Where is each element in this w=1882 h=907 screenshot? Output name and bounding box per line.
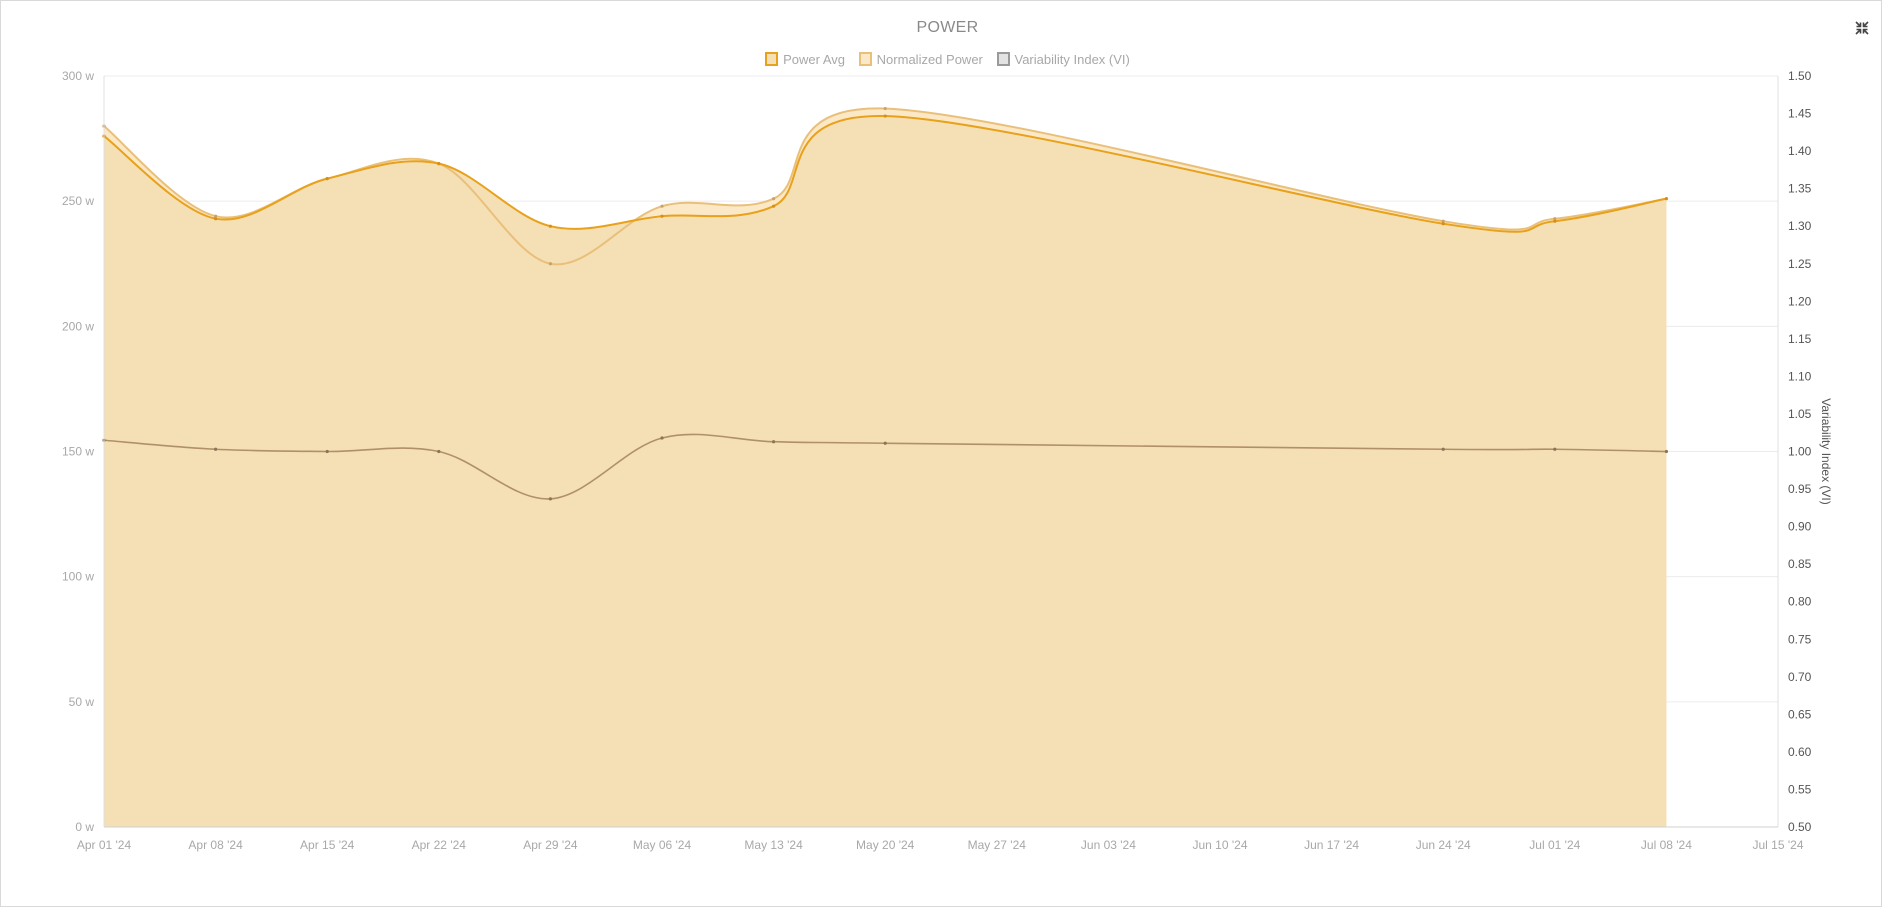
legend-swatch-variability-index [996, 52, 1010, 66]
data-point-normalized-power [772, 197, 776, 201]
y-right-tick-label: 0.80 [1788, 595, 1812, 609]
collapse-button[interactable] [1854, 20, 1870, 36]
legend-item-normalized-power[interactable]: Normalized Power [858, 52, 983, 67]
y-left-tick-label: 100 w [62, 570, 94, 584]
y-right-tick-label: 1.30 [1788, 219, 1812, 233]
data-point-power-avg [1553, 219, 1557, 223]
y-left-tick-label: 0 w [75, 820, 94, 834]
y-right-tick-label: 0.50 [1788, 820, 1812, 834]
data-point-variability-index [1553, 447, 1557, 451]
x-tick-label: Jul 08 '24 [1641, 838, 1692, 852]
y-right-tick-label: 1.45 [1788, 107, 1812, 121]
data-point-normalized-power [660, 204, 664, 208]
y-left-tick-label: 200 w [62, 319, 94, 333]
y-left-tick-label: 150 w [62, 445, 94, 459]
y-right-tick-label: 1.15 [1788, 332, 1812, 346]
y-right-tick-label: 0.90 [1788, 520, 1812, 534]
legend-swatch-power-avg [765, 52, 779, 66]
data-point-normalized-power [1441, 219, 1445, 223]
y-right-tick-label: 1.10 [1788, 369, 1812, 383]
x-tick-label: Jun 03 '24 [1081, 838, 1136, 852]
y-right-tick-label: 1.40 [1788, 144, 1812, 158]
data-point-variability-index [325, 449, 329, 454]
data-point-normalized-power [548, 262, 553, 266]
x-tick-label: May 06 '24 [633, 838, 692, 852]
data-point-variability-index [883, 441, 887, 445]
legend-label-normalized-power: Normalized Power [876, 52, 983, 67]
data-point-power-avg [1441, 222, 1445, 226]
data-point-power-avg [325, 177, 329, 181]
legend-item-power-avg[interactable]: Power Avg [765, 52, 845, 67]
y-right-tick-label: 1.00 [1788, 445, 1812, 459]
data-point-variability-index [660, 436, 664, 440]
y-right-tick-label: 0.75 [1788, 632, 1812, 646]
y-left-tick-label: 250 w [62, 194, 94, 208]
data-point-power-avg [437, 162, 441, 166]
x-tick-label: Jul 15 '24 [1753, 838, 1804, 852]
x-tick-label: May 13 '24 [744, 838, 803, 852]
data-point-variability-index [1441, 447, 1445, 451]
x-tick-label: May 27 '24 [968, 838, 1027, 852]
data-point-variability-index [214, 447, 218, 451]
x-tick-label: Jun 17 '24 [1304, 838, 1359, 852]
y-right-tick-label: 1.20 [1788, 294, 1812, 308]
x-tick-label: Jun 24 '24 [1416, 838, 1471, 852]
data-point-variability-index [772, 440, 776, 444]
y-right-tick-label: 1.35 [1788, 182, 1812, 196]
y-right-tick-label: 0.55 [1788, 782, 1812, 796]
legend-swatch-normalized-power [858, 52, 872, 66]
data-point-variability-index [548, 497, 553, 501]
y-left-tick-label: 300 w [62, 69, 94, 83]
y-right-tick-label: 0.85 [1788, 557, 1812, 571]
y-right-tick-label: 0.95 [1788, 482, 1812, 496]
y-right-tick-label: 1.05 [1788, 407, 1812, 421]
y-right-tick-label: 0.70 [1788, 670, 1812, 684]
x-tick-label: Apr 08 '24 [188, 838, 243, 852]
y-right-tick-label: 1.50 [1788, 69, 1812, 83]
data-point-normalized-power [1553, 217, 1557, 221]
data-point-power-avg [772, 204, 776, 208]
collapse-arrows-icon [1855, 21, 1869, 35]
x-tick-label: Apr 01 '24 [77, 838, 132, 852]
y-left-tick-label: 50 w [69, 695, 95, 709]
y-right-tick-label: 1.25 [1788, 257, 1812, 271]
chart-legend: Power Avg Normalized Power Variability I… [0, 52, 1882, 67]
data-point-variability-index [437, 449, 441, 454]
legend-label-variability-index: Variability Index (VI) [1014, 52, 1130, 67]
data-point-variability-index [1664, 449, 1668, 454]
data-point-power-avg [1664, 197, 1668, 201]
x-tick-label: Jun 10 '24 [1192, 838, 1247, 852]
series-line-power-avg [103, 115, 1667, 233]
chart-title: POWER [916, 19, 979, 36]
series-area-power-avg [104, 115, 1667, 827]
x-tick-label: Apr 22 '24 [412, 838, 467, 852]
data-point-normalized-power [214, 214, 218, 218]
x-tick-label: Jul 01 '24 [1529, 838, 1580, 852]
data-point-power-avg [548, 224, 553, 228]
y-right-tick-label: 0.60 [1788, 745, 1812, 759]
x-tick-label: Apr 15 '24 [300, 838, 355, 852]
legend-item-variability-index[interactable]: Variability Index (VI) [996, 52, 1130, 67]
data-point-power-avg [214, 217, 218, 221]
data-point-power-avg [660, 214, 664, 218]
x-tick-label: Apr 29 '24 [523, 838, 578, 852]
data-point-power-avg [883, 114, 887, 118]
y-right-axis-title: Variability Index (VI) [1819, 398, 1833, 504]
legend-label-power-avg: Power Avg [783, 52, 846, 67]
x-tick-label: May 20 '24 [856, 838, 915, 852]
data-point-normalized-power [883, 106, 887, 111]
y-right-tick-label: 0.65 [1788, 707, 1812, 721]
